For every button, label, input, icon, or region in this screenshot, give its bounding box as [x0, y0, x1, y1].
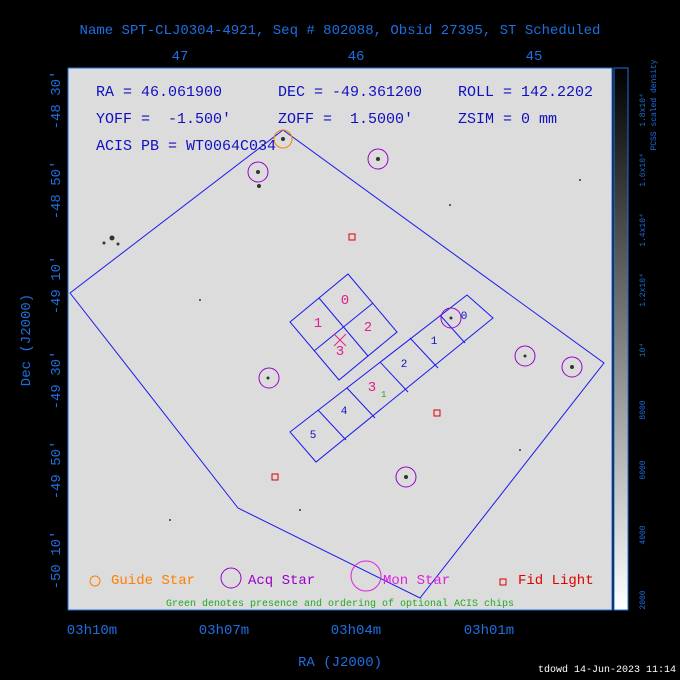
tick-label: 03h07m: [199, 623, 249, 639]
legend-symbol: [499, 578, 507, 586]
guide-star: [273, 129, 293, 149]
left-axis: -48 30' -48 50' -49 10' -49 30' -49 50' …: [49, 71, 65, 590]
chip-label: 1: [314, 316, 322, 332]
colorbar-label: 4000: [639, 525, 648, 544]
bottom-axis: 03h10m 03h07m 03h04m 03h01m: [67, 623, 514, 639]
legend-label: Fid Light: [518, 573, 594, 589]
chip-label: 3: [336, 344, 344, 360]
colorbar-label: 2000: [639, 590, 648, 609]
legend-symbol: [89, 575, 101, 587]
colorbar-label: 10⁴: [639, 343, 648, 357]
colorbar-label: 1.4x10⁴: [639, 213, 648, 247]
tick-label: 47: [172, 49, 189, 65]
footer: tdowd 14-Jun-2023 11:14: [538, 664, 676, 676]
acq-stars: [247, 148, 583, 488]
tick-label: -48 30': [49, 71, 65, 130]
sky-image: [68, 68, 612, 610]
colorbar-label: 6000: [639, 460, 648, 479]
legend: Guide Star Acq Star Mon Star Fid Light: [89, 560, 594, 592]
info-text: ROLL = 142.2202: [458, 84, 593, 101]
chip-label: 4: [341, 406, 348, 418]
legend-label: Mon Star: [383, 573, 450, 589]
info-text: ZSIM = 0 mm: [458, 111, 557, 128]
colorbar-label: 1.6x10⁴: [639, 153, 648, 187]
tick-label: -49 10': [49, 256, 65, 315]
chip-label: 1: [431, 336, 438, 348]
info-text: RA = 46.061900: [96, 84, 222, 101]
aimpoint: [333, 333, 347, 347]
info-text: ACIS PB = WT0064C034: [96, 138, 276, 155]
colorbar-label: 8000: [639, 400, 648, 419]
info-text: YOFF = -1.500': [96, 111, 231, 128]
info-text: ZOFF = 1.5000': [278, 111, 413, 128]
colorbar-title: PCSS scaled density: [650, 59, 659, 150]
s-chip-labels: 0 1 2 4 5: [310, 311, 468, 442]
plot-frame: [67, 67, 613, 611]
info: RA = 46.061900 DEC = -49.361200 ROLL = 1…: [96, 84, 593, 155]
tick-label: 03h01m: [464, 623, 514, 639]
legend-label: Acq Star: [248, 573, 315, 589]
colorbar-label: 1.8x10⁴: [639, 93, 648, 127]
info-text: DEC = -49.361200: [278, 84, 422, 101]
field-outline: [69, 129, 605, 599]
tick-label: -50 10': [49, 531, 65, 590]
legend-symbol: [350, 560, 382, 592]
chip-label: 0: [341, 293, 349, 309]
tick-label: 03h04m: [331, 623, 381, 639]
fid-lights: [271, 233, 441, 481]
chip-label: 2: [401, 359, 408, 371]
stars: [102, 137, 581, 521]
colorbar-labels: 2000 4000 6000 8000 10⁴ 1.2x10⁴ 1.4x10⁴ …: [639, 59, 659, 609]
tick-label: 46: [348, 49, 365, 65]
legend-symbol: [220, 567, 242, 589]
y-axis-title: Dec (J2000): [19, 294, 35, 386]
top-axis: 47 46 45: [172, 49, 543, 65]
legend-label: Guide Star: [111, 573, 195, 589]
colorbar: [613, 67, 629, 611]
i-chip-labels: 0 1 2 3 3: [314, 293, 376, 396]
optional-chip-label: 1: [381, 390, 386, 400]
chip-label: 5: [310, 430, 317, 442]
note: Green denotes presence and ordering of o…: [166, 598, 514, 610]
chip-label: 0: [461, 311, 468, 323]
tick-label: -49 50': [49, 441, 65, 500]
tick-label: 45: [526, 49, 543, 65]
colorbar-label: 1.2x10⁴: [639, 273, 648, 307]
chip-label: 2: [364, 320, 372, 336]
x-axis-title: RA (J2000): [298, 655, 382, 671]
tick-label: 03h10m: [67, 623, 117, 639]
title: Name SPT-CLJ0304-4921, Seq # 802088, Obs…: [80, 23, 601, 39]
chip-label: 3: [368, 380, 376, 396]
tick-label: -48 50': [49, 161, 65, 220]
tick-label: -49 30': [49, 351, 65, 410]
